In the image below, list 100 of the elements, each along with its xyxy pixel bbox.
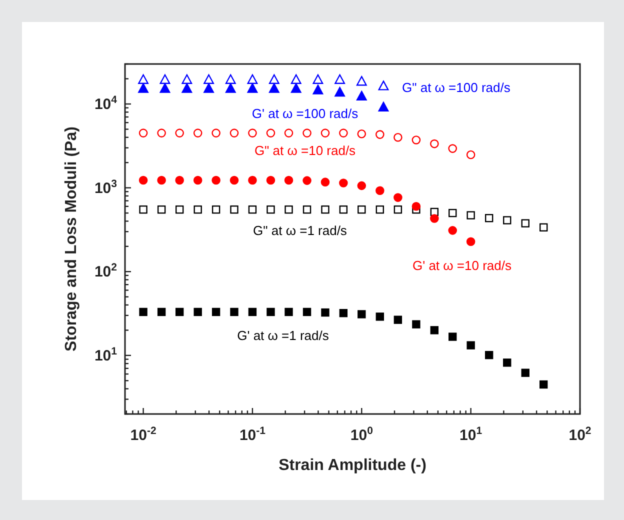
series-label: G' at ω =10 rad/s <box>412 258 512 273</box>
point <box>157 176 166 185</box>
point <box>321 308 330 317</box>
point <box>321 205 330 214</box>
point <box>521 219 530 228</box>
point <box>358 205 366 214</box>
point <box>466 150 476 160</box>
point <box>412 202 421 211</box>
point <box>248 205 257 214</box>
point <box>212 205 220 214</box>
point <box>503 216 512 224</box>
point <box>266 308 275 316</box>
point <box>376 130 384 139</box>
point <box>412 136 421 144</box>
point <box>284 205 293 214</box>
point <box>157 128 166 138</box>
x-tick-label: 10$^{1}$ <box>460 425 482 444</box>
point <box>302 128 312 138</box>
point <box>320 178 330 186</box>
point <box>175 308 184 316</box>
series-label: G' at ω =1 rad/s <box>237 328 330 343</box>
point <box>430 326 439 334</box>
point <box>230 205 238 214</box>
series-label: G" at ω =100 rad/s <box>402 80 511 95</box>
point <box>448 226 458 235</box>
point <box>266 176 276 185</box>
point <box>175 205 184 214</box>
point <box>248 176 257 185</box>
y-tick-label: 10$^{3}$ <box>94 178 118 197</box>
point <box>394 193 402 202</box>
point <box>138 74 148 84</box>
point <box>284 308 293 316</box>
point <box>138 83 148 93</box>
point <box>193 128 202 138</box>
point <box>194 205 202 214</box>
point <box>194 308 202 316</box>
point <box>339 128 348 138</box>
point <box>376 205 384 214</box>
point <box>339 178 348 188</box>
point <box>466 211 475 220</box>
y-tick-label: 10$^{4}$ <box>94 94 118 113</box>
point <box>412 320 420 328</box>
point <box>430 214 439 223</box>
point <box>376 186 384 196</box>
point <box>448 332 457 341</box>
point <box>484 350 494 360</box>
y-tick-label: 10$^{2}$ <box>94 262 118 281</box>
y-tick-label: 10$^{1}$ <box>94 345 118 364</box>
x-tick-label: 10$^{0}$ <box>350 425 374 444</box>
x-axis-title: Strain Amplitude (-) <box>278 457 426 474</box>
point <box>284 176 294 185</box>
point <box>230 308 238 316</box>
point <box>430 139 439 148</box>
point <box>175 176 184 185</box>
point <box>521 368 530 377</box>
point <box>358 310 366 318</box>
point <box>466 341 475 350</box>
series-label: G" at ω =10 rad/s <box>254 143 356 158</box>
point <box>302 205 312 214</box>
point <box>138 176 148 185</box>
point <box>212 128 220 138</box>
point <box>484 214 494 222</box>
x-tick-label: 10$^{-1}$ <box>239 425 266 444</box>
point <box>157 205 166 214</box>
series-label: G' at ω =100 rad/s <box>252 106 359 121</box>
point <box>394 205 402 214</box>
point <box>394 132 402 142</box>
point <box>138 128 148 138</box>
point <box>539 223 548 232</box>
point <box>339 308 348 318</box>
point <box>248 308 257 316</box>
point <box>212 308 220 316</box>
point <box>302 176 312 185</box>
point <box>139 308 148 316</box>
point <box>466 237 476 246</box>
point <box>266 205 275 214</box>
point <box>230 176 239 185</box>
point <box>212 176 220 185</box>
point <box>139 205 148 214</box>
y-axis-title: Storage and Loss Moduli (Pa) <box>63 126 80 352</box>
point <box>193 176 202 185</box>
point <box>157 308 166 316</box>
point <box>448 208 457 218</box>
point <box>503 358 512 367</box>
point <box>357 181 366 190</box>
point <box>320 128 330 138</box>
point <box>284 128 294 138</box>
point <box>339 205 348 214</box>
x-tick-label: 10$^{2}$ <box>568 425 592 444</box>
point <box>357 129 366 138</box>
point <box>248 128 257 138</box>
point <box>230 128 239 138</box>
series-label: G" at ω =1 rad/s <box>253 223 348 238</box>
point <box>394 316 402 324</box>
point <box>266 128 276 138</box>
x-tick-label: 10$^{-2}$ <box>130 425 156 444</box>
point <box>448 144 458 153</box>
point <box>175 128 184 138</box>
point <box>376 312 384 321</box>
point <box>302 308 312 316</box>
